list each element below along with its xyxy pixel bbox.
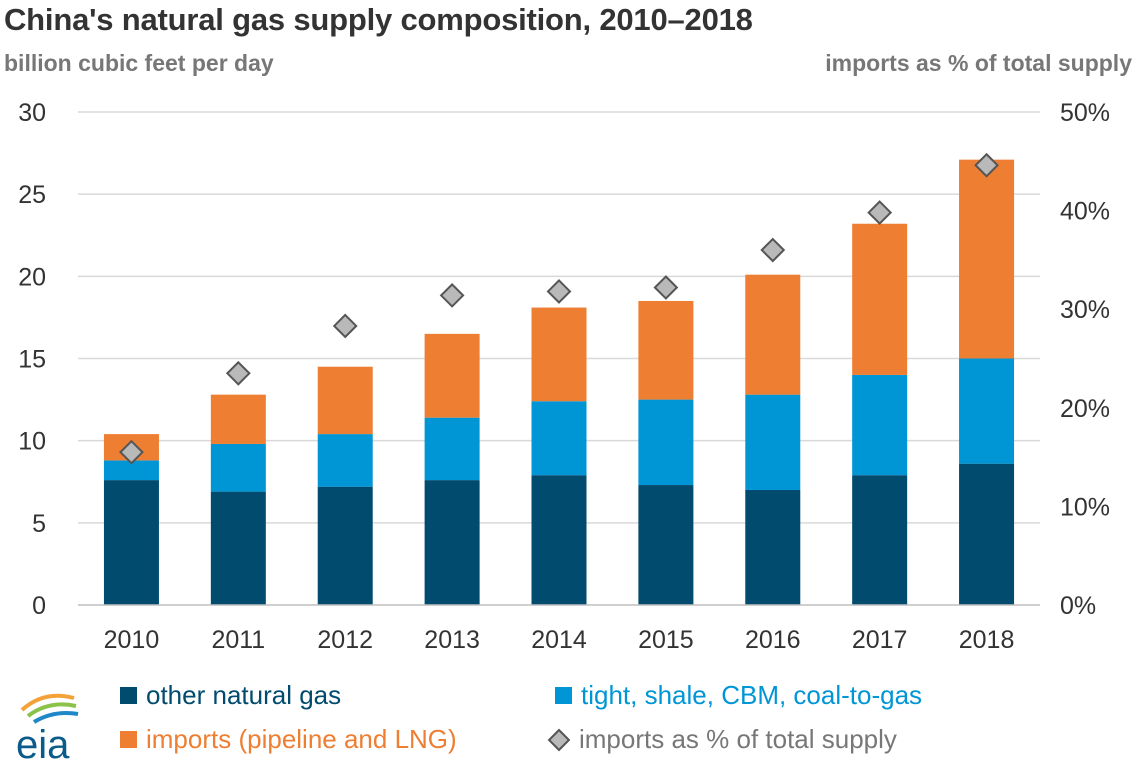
bar-other-2014 [531,475,587,605]
bar-other-2011 [210,491,266,605]
x-tick-label: 2016 [745,626,801,654]
x-tick-label: 2015 [638,626,694,654]
x-tick-label: 2017 [852,626,908,654]
bar-tight-2015 [638,399,694,486]
bar-imports-2016 [745,274,801,395]
import-share-marker-2015 [653,275,679,300]
left-tick-label: 30 [18,99,46,127]
legend-label-pct: imports as % of total supply [579,724,897,754]
right-tick-label: 20% [1060,395,1110,423]
bar-tight-2014 [531,401,587,476]
legend-item-pct: imports as % of total supply [547,724,897,755]
bar-tight-2011 [210,443,266,492]
right-tick-label: 0% [1060,592,1096,620]
right-tick-label: 40% [1060,198,1110,226]
x-tick-label: 2012 [317,626,373,654]
left-axis-label: billion cubic feet per day [4,50,274,76]
legend-diamond-icon [547,728,571,751]
bar-imports-2011 [210,394,266,444]
left-tick-label: 0 [32,592,46,620]
bar-imports-2012 [317,366,373,435]
bar-tight-2013 [424,417,480,481]
import-share-marker-2018 [974,152,999,178]
bar-tight-2012 [317,434,373,487]
bar-tight-2017 [852,374,908,476]
legend-swatch-tight [555,687,572,704]
bar-tight-2010 [103,460,159,481]
import-share-marker-2014 [546,279,572,304]
stacked-bar-chart: 0 5 10 15 20 25 30 0% 10% 20% 30% 40% 50% 2010 2011 201… [18,99,1110,654]
legend-item-imports: imports (pipeline and LNG) [120,724,457,755]
left-tick-label: 25 [18,181,46,209]
import-share-marker-2017 [867,200,893,225]
bar-imports-2018 [959,159,1015,359]
right-tick-label: 10% [1060,493,1110,521]
import-share-marker-2011 [225,360,251,386]
logo-wordmark: eia [16,723,70,767]
import-share-marker-2013 [439,282,465,308]
left-tick-label: 20 [18,263,46,291]
bar-imports-2015 [638,300,694,400]
legend-item-other: other natural gas [120,680,341,711]
import-share-marker-2016 [760,237,786,263]
right-tick-label: 50% [1060,99,1110,127]
bar-imports-2017 [852,223,908,375]
bar-other-2012 [317,486,373,605]
bar-other-2010 [103,480,159,605]
x-tick-label: 2011 [211,626,265,654]
left-tick-label: 10 [18,428,46,456]
x-tick-label: 2013 [424,626,480,654]
bar-other-2017 [852,475,908,605]
bar-other-2013 [424,480,480,605]
bar-imports-2013 [424,333,480,418]
left-tick-label: 5 [32,510,46,538]
bar-imports-2014 [531,307,587,402]
legend-label-other: other natural gas [146,680,342,710]
legend-label-tight: tight, shale, CBM, coal-to-gas [581,680,923,710]
x-tick-label: 2014 [531,626,587,654]
bar-other-2015 [638,485,694,605]
eia-logo: eia [16,693,79,767]
legend-swatch-other [120,687,137,704]
x-tick-label: 2018 [959,626,1015,654]
legend-swatch-imports [120,731,137,748]
legend-item-tight: tight, shale, CBM, coal-to-gas [555,680,922,711]
chart-title: China's natural gas supply composition, … [4,2,753,37]
bar-tight-2018 [959,358,1015,464]
legend-label-imports: imports (pipeline and LNG) [146,724,457,754]
bar-tight-2016 [745,394,801,490]
bar-other-2016 [745,489,801,605]
import-share-marker-2012 [332,313,358,339]
right-tick-label: 30% [1060,296,1110,324]
left-tick-label: 15 [18,346,46,374]
import-share-marker-2010 [119,439,144,465]
x-tick-label: 2010 [104,626,160,654]
bar-other-2018 [959,463,1015,605]
right-axis-label: imports as % of total supply [825,50,1132,76]
